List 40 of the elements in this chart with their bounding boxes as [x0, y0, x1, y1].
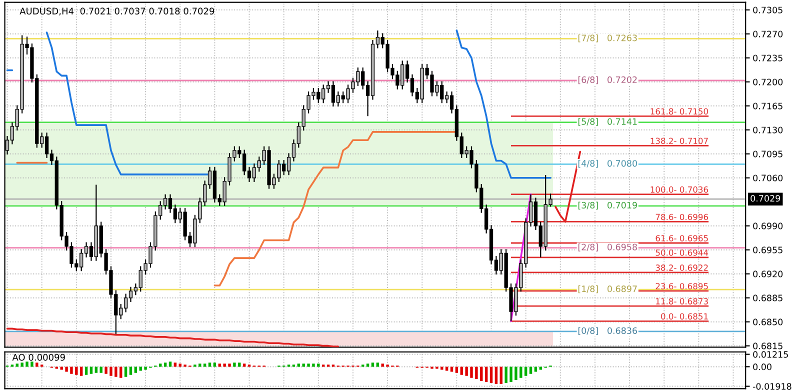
annotation: 100.0- 0.7036 — [650, 186, 708, 193]
y-tick-label: 0.7270 — [753, 30, 783, 38]
y-tick-label: 0.01215 — [753, 351, 788, 358]
y-tick-label: 0.7095 — [753, 150, 782, 158]
line-series — [6, 328, 340, 348]
y-tick-label: 0.7305 — [753, 6, 782, 14]
annotation: 23.6- 0.6895 — [656, 283, 708, 290]
annotation: 0.0- 0.6851 — [661, 313, 708, 320]
y-tick-label: 0.7060 — [753, 174, 783, 182]
ref-line-label: 0.7029 — [750, 195, 780, 202]
y-tick-label: 0.7165 — [753, 102, 782, 110]
y-tick-label: 0.7130 — [753, 126, 783, 134]
annotation: 11.8- 0.6873 — [656, 298, 708, 304]
ref-line-label: [4/8] 0.7080 — [578, 160, 637, 168]
y-tick-label: 0.6920 — [753, 270, 783, 278]
text: AUDUSD,H4 0.7021 0.7037 0.7018 0.7029 — [20, 8, 214, 16]
ref-line-label: [3/8] 0.7019 — [578, 202, 637, 210]
annotation: 138.2- 0.7107 — [650, 138, 708, 144]
y-tick-label: 0.6990 — [753, 222, 783, 230]
y-tick-label: 0.7235 — [753, 54, 782, 62]
y-tick-label: 0.7200 — [753, 78, 783, 86]
annotation: 38.2- 0.6922 — [656, 264, 708, 271]
y-tick-label: 0.00 — [753, 364, 772, 370]
ref-line-label: [2/8] 0.6958 — [578, 244, 637, 252]
annotation: AO 0.00099 — [12, 354, 65, 361]
y-tick-label: 0.6955 — [753, 246, 782, 254]
annotation: 161.8- 0.7150 — [650, 108, 708, 115]
ref-line-label: [1/8] 0.6897 — [578, 285, 637, 294]
annotation: 50.0- 0.6944 — [656, 249, 708, 256]
ref-line-label: [6/8] 0.7202 — [578, 76, 637, 84]
ref-line-label: [0/8] 0.6836 — [578, 327, 638, 336]
annotation: 61.6- 0.6965 — [656, 235, 708, 242]
y-tick-label: -0.01918 — [752, 383, 792, 390]
y-tick-label: 0.6885 — [753, 294, 782, 302]
annotation: 78.6- 0.6996 — [656, 214, 708, 220]
y-tick-label: 0.6850 — [753, 318, 783, 326]
ref-line-label: [7/8] 0.7263 — [578, 34, 637, 42]
ref-line-label: [5/8] 0.7141 — [578, 118, 637, 126]
line-series — [510, 193, 532, 322]
y-tick-label: 0.6815 — [753, 342, 782, 350]
